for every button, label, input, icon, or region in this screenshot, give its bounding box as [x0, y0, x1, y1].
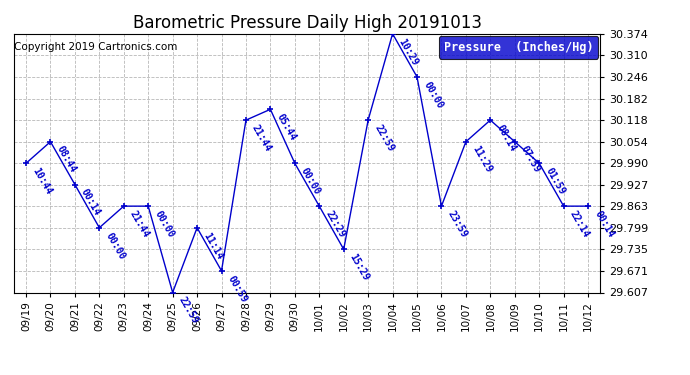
Text: 10:29: 10:29 — [397, 36, 420, 67]
Text: 10:44: 10:44 — [30, 166, 54, 196]
Text: 11:29: 11:29 — [470, 144, 493, 175]
Text: 22:59: 22:59 — [177, 295, 200, 326]
Text: 21:44: 21:44 — [128, 209, 151, 239]
Text: 22:29: 22:29 — [324, 209, 347, 239]
Text: 00:00: 00:00 — [104, 231, 127, 261]
Text: 00:00: 00:00 — [421, 80, 444, 110]
Text: 15:29: 15:29 — [348, 252, 371, 282]
Text: 01:59: 01:59 — [543, 166, 566, 196]
Title: Barometric Pressure Daily High 20191013: Barometric Pressure Daily High 20191013 — [132, 14, 482, 32]
Text: 08:44: 08:44 — [55, 144, 78, 175]
Text: 00:14: 00:14 — [592, 209, 615, 239]
Text: 21:44: 21:44 — [250, 123, 273, 153]
Legend: Pressure  (Inches/Hg): Pressure (Inches/Hg) — [439, 36, 598, 58]
Text: 11:14: 11:14 — [201, 231, 225, 261]
Text: 00:59: 00:59 — [226, 274, 249, 304]
Text: Copyright 2019 Cartronics.com: Copyright 2019 Cartronics.com — [14, 42, 178, 51]
Text: 00:00: 00:00 — [299, 166, 322, 196]
Text: 05:44: 05:44 — [275, 112, 298, 142]
Text: 22:14: 22:14 — [568, 209, 591, 239]
Text: 00:00: 00:00 — [152, 209, 176, 239]
Text: 23:59: 23:59 — [446, 209, 469, 239]
Text: 07:59: 07:59 — [519, 144, 542, 175]
Text: 00:14: 00:14 — [79, 188, 102, 218]
Text: 08:14: 08:14 — [495, 123, 518, 153]
Text: 22:59: 22:59 — [373, 123, 395, 153]
